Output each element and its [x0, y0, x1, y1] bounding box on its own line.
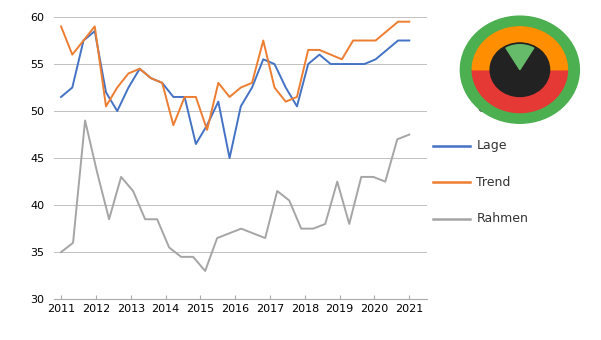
Wedge shape	[506, 45, 534, 70]
Wedge shape	[472, 27, 567, 70]
Circle shape	[490, 43, 550, 97]
Text: Lage: Lage	[477, 139, 507, 152]
Text: Trend: Trend	[477, 176, 511, 189]
Circle shape	[460, 16, 579, 123]
Text: Rahmen: Rahmen	[477, 212, 528, 225]
Text: C.A.R.M.E.N.: C.A.R.M.E.N.	[477, 104, 557, 114]
Wedge shape	[472, 70, 567, 113]
